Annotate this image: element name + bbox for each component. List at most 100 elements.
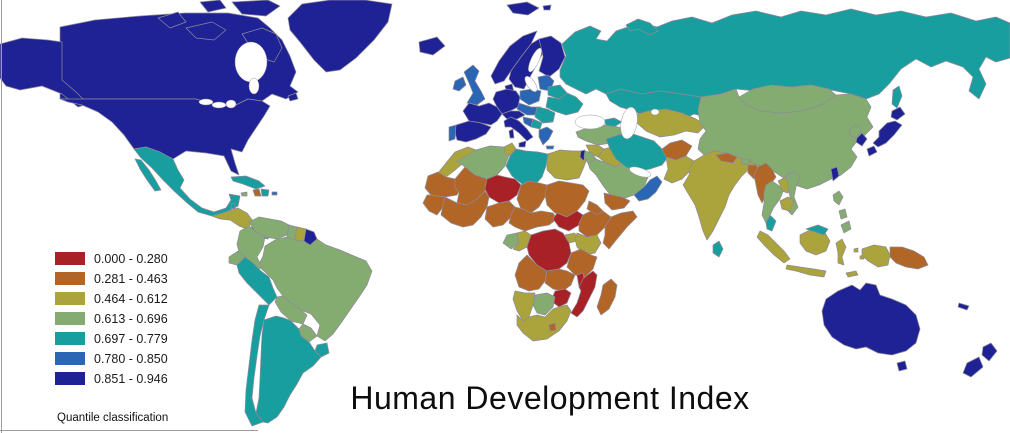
region-finland [538, 35, 566, 78]
region-sardinia [508, 128, 515, 139]
legend-label: 0.613 - 0.696 [94, 311, 168, 326]
region-baja-california [134, 158, 162, 192]
region-germany-benelux [492, 88, 521, 115]
legend-swatch [55, 292, 85, 305]
region-egypt [546, 149, 588, 181]
region-argentina [255, 315, 322, 424]
region-gabon [502, 232, 520, 250]
region-greece [538, 126, 554, 146]
region-west-africa [440, 190, 490, 228]
region-iceland [418, 36, 446, 56]
region-parry-islands [199, 0, 227, 13]
region-tanzania [566, 248, 598, 278]
region-congo [512, 230, 532, 252]
legend-item: 0.613 - 0.696 [55, 311, 168, 326]
region-timor [845, 270, 859, 278]
region-serbia-balkans [530, 118, 543, 130]
legend-swatch [55, 252, 85, 265]
legend: 0.000 - 0.280 0.281 - 0.463 0.464 - 0.612 0… [55, 252, 168, 392]
legend-label: 0.697 - 0.779 [94, 331, 168, 346]
region-philippines-mindanao [840, 220, 852, 234]
region-north-korea [848, 124, 862, 139]
region-new-caledonia [957, 302, 970, 311]
region-botswana [532, 292, 556, 316]
region-caucasus [603, 117, 623, 128]
region-philippines-luzon [832, 190, 844, 206]
region-sakhalin [891, 85, 903, 109]
legend-label: 0.281 - 0.463 [94, 271, 168, 286]
frame-bottom-border [0, 430, 258, 431]
region-victoria-island [185, 21, 227, 41]
region-guatemala-honduras-nicaragua [211, 207, 254, 230]
region-mozambique [570, 270, 598, 318]
legend-item: 0.780 - 0.850 [55, 351, 168, 366]
legend-item: 0.000 - 0.280 [55, 252, 168, 266]
legend-label: 0.851 - 0.946 [94, 371, 168, 386]
region-thailand [761, 180, 785, 224]
region-dominican-republic [260, 188, 270, 197]
gulf-of-bothnia [528, 47, 542, 73]
region-svalbard-east [542, 4, 552, 11]
caspian-sea [620, 106, 638, 140]
region-romania-bulgaria [534, 106, 556, 124]
region-poland [519, 88, 542, 106]
region-haiti [252, 188, 262, 197]
persian-gulf [629, 166, 651, 178]
region-banks-island [157, 11, 187, 29]
region-ireland [452, 76, 467, 92]
region-sicily [518, 140, 527, 148]
region-usa [59, 98, 271, 176]
region-australia [821, 282, 921, 356]
black-sea [574, 114, 606, 130]
region-newfoundland [287, 92, 299, 102]
legend-item: 0.464 - 0.612 [55, 292, 168, 306]
region-spain [454, 120, 492, 143]
james-bay [248, 77, 260, 95]
great-lakes-west [198, 98, 214, 106]
region-taiwan [830, 166, 840, 182]
region-cuba [230, 175, 266, 190]
region-greenland [287, 0, 393, 73]
region-maluku [853, 247, 859, 253]
region-south-africa [516, 304, 572, 342]
region-south-korea [855, 132, 868, 147]
region-borneo-malaysia [805, 224, 829, 236]
region-cameroon-car [508, 206, 558, 232]
region-chad [516, 180, 548, 214]
page-title: Human Development Index [350, 380, 750, 416]
region-sulawesi [835, 238, 847, 266]
legend-item: 0.697 - 0.779 [55, 331, 168, 346]
region-central-asia [633, 108, 707, 138]
legend-items: 0.000 - 0.280 0.281 - 0.463 0.464 - 0.612 0… [55, 252, 168, 386]
region-italy [503, 116, 534, 142]
region-uk [463, 64, 486, 106]
region-japan-kyushu [866, 145, 878, 157]
legend-swatch [55, 332, 85, 345]
region-french-guiana [303, 228, 318, 246]
region-bhutan [740, 158, 751, 166]
region-cambodia [779, 196, 795, 212]
legend-item: 0.851 - 0.946 [55, 371, 168, 386]
region-libya [505, 148, 549, 187]
region-sri-lanka [712, 240, 724, 258]
region-crete [545, 145, 555, 150]
legend-label: 0.780 - 0.850 [94, 351, 168, 366]
region-pakistan [663, 155, 695, 184]
region-drc [526, 228, 572, 272]
region-uruguay [314, 342, 330, 358]
region-yemen [603, 192, 631, 211]
hudson-bay [234, 41, 268, 83]
region-java [785, 264, 827, 278]
region-svalbard [506, 1, 540, 16]
legend-swatch [55, 312, 85, 325]
region-niger [484, 174, 522, 204]
region-zambia [544, 268, 576, 292]
region-france [462, 102, 503, 126]
aral-sea [650, 108, 660, 116]
region-new-zealand-north [981, 342, 998, 362]
region-senegal-guinea [422, 194, 446, 216]
region-sumatra [756, 230, 791, 264]
region-novaya-zemlya [625, 18, 659, 36]
region-ukraine [545, 92, 584, 116]
great-lakes-mid [211, 101, 227, 109]
